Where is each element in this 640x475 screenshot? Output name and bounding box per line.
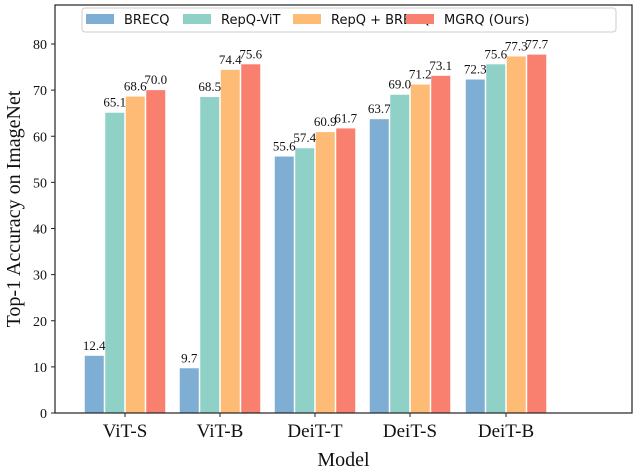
data-label: 75.6 xyxy=(484,46,507,61)
bar-ViT-S-3 xyxy=(146,90,166,413)
legend-swatch xyxy=(183,14,211,24)
bar-DeiT-T-0 xyxy=(274,156,294,414)
legend-label: MGRQ (Ours) xyxy=(444,13,529,28)
bar-DeiT-S-3 xyxy=(431,75,451,414)
bar-ViT-S-1 xyxy=(105,112,125,413)
legend-label: BRECQ xyxy=(124,13,169,28)
bar-DeiT-S-0 xyxy=(369,119,389,413)
bar-DeiT-B-1 xyxy=(486,64,506,414)
data-label: 57.4 xyxy=(293,130,316,145)
y-tick-label: 60 xyxy=(33,130,47,145)
data-label: 68.5 xyxy=(198,79,221,94)
y-tick-label: 40 xyxy=(33,223,47,238)
plot-frame xyxy=(54,4,633,414)
data-label: 73.1 xyxy=(429,58,452,73)
data-label: 77.3 xyxy=(505,38,528,53)
x-axis-label: Model xyxy=(317,449,370,470)
data-label: 69.0 xyxy=(388,77,411,92)
legend-swatch xyxy=(86,14,114,24)
bar-ViT-S-2 xyxy=(125,96,145,414)
y-tick-label: 20 xyxy=(33,315,47,330)
data-label: 75.6 xyxy=(239,46,262,61)
data-label: 65.1 xyxy=(103,95,126,110)
y-tick-label: 0 xyxy=(40,407,47,422)
bar-DeiT-S-1 xyxy=(390,94,410,414)
data-label: 12.4 xyxy=(83,338,106,353)
bar-ViT-B-2 xyxy=(220,69,240,413)
legend-label: RepQ-ViT xyxy=(221,13,280,28)
legend-swatch xyxy=(406,14,434,24)
data-label: 77.7 xyxy=(525,37,548,52)
bar-DeiT-B-0 xyxy=(465,79,485,414)
data-label: 55.6 xyxy=(273,139,296,154)
x-tick-label: DeiT-T xyxy=(287,421,343,442)
bar-DeiT-S-2 xyxy=(410,84,430,413)
data-label: 70.0 xyxy=(144,72,167,87)
bar-ViT-B-1 xyxy=(200,97,220,413)
data-label: 72.3 xyxy=(464,62,487,77)
bar-ViT-B-3 xyxy=(241,64,261,414)
bar-DeiT-T-1 xyxy=(295,148,315,413)
bar-DeiT-T-2 xyxy=(315,132,335,413)
y-tick-label: 50 xyxy=(33,176,47,191)
bar-DeiT-B-2 xyxy=(506,56,526,414)
legend-swatch xyxy=(293,14,321,24)
data-label: 61.7 xyxy=(334,110,357,125)
data-label: 68.6 xyxy=(124,79,147,94)
data-label: 9.7 xyxy=(181,350,198,365)
data-label: 63.7 xyxy=(368,101,391,116)
bar-ViT-B-0 xyxy=(179,368,199,413)
x-tick-label: DeiT-S xyxy=(383,421,437,442)
y-tick-label: 80 xyxy=(33,38,47,53)
y-tick-label: 30 xyxy=(33,269,47,284)
y-tick-label: 70 xyxy=(33,84,47,99)
x-tick-label: ViT-S xyxy=(103,421,148,442)
data-label: 71.2 xyxy=(409,67,432,82)
bar-DeiT-B-3 xyxy=(527,54,547,413)
y-tick-label: 10 xyxy=(33,361,47,376)
x-tick-label: DeiT-B xyxy=(478,421,534,442)
data-label: 60.9 xyxy=(314,114,337,129)
data-label: 74.4 xyxy=(219,52,242,67)
bar-DeiT-T-3 xyxy=(336,128,356,413)
bar-ViT-S-0 xyxy=(84,355,104,413)
legend xyxy=(81,7,617,33)
x-tick-label: ViT-B xyxy=(197,421,244,442)
y-axis-label: Top-1 Accuracy on ImageNet xyxy=(3,90,25,327)
legend-label: RepQ + BRECQ xyxy=(331,13,431,28)
